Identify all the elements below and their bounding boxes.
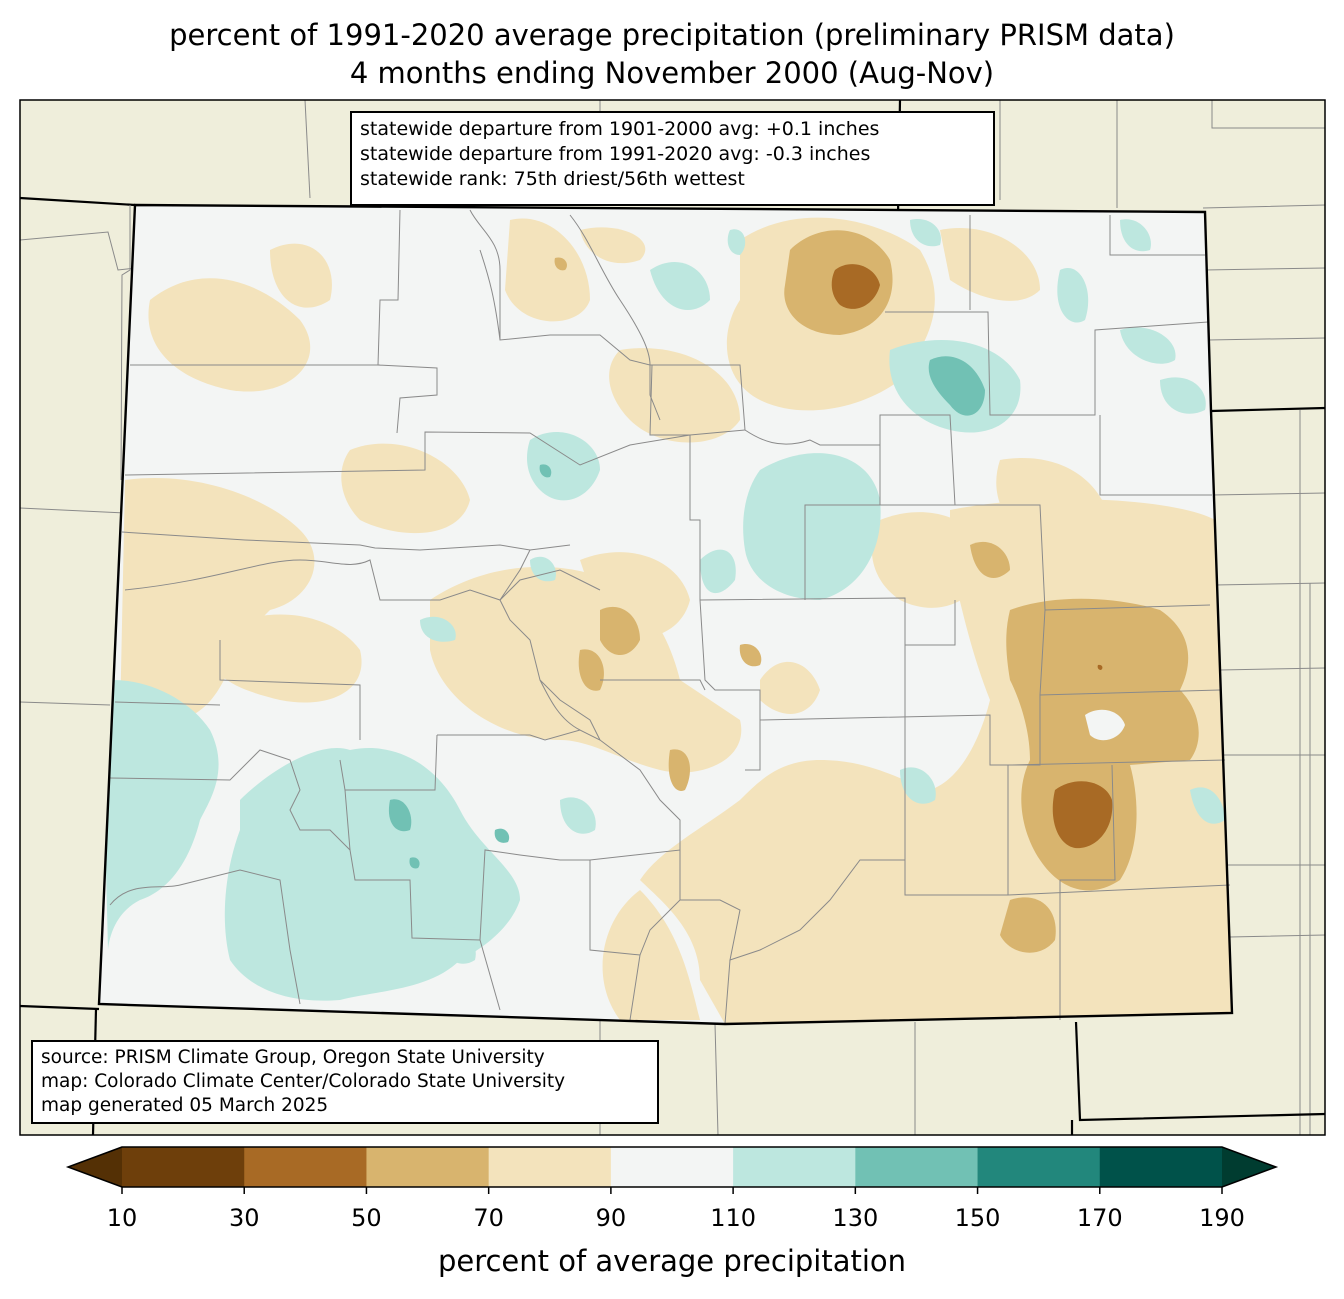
source-line: map: Colorado Climate Center/Colorado St…: [41, 1071, 566, 1092]
colorbar-over-arrow: [1222, 1147, 1276, 1187]
colorbar-segment: [977, 1147, 1101, 1187]
colorbar-segment: [733, 1147, 856, 1187]
contour-110-130: [106, 219, 1225, 1001]
colorbar: [65, 1146, 1279, 1194]
colorbar-tick-label: 50: [351, 1204, 382, 1232]
map-title-line1: percent of 1991-2020 average precipitati…: [169, 18, 1175, 52]
colorbar-tick-label: 150: [954, 1204, 1001, 1232]
stat-line: statewide departure from 1991-2020 avg: …: [360, 143, 871, 165]
source-credits-box: source: PRISM Climate Group, Oregon Stat…: [31, 1040, 659, 1124]
contour-30-50: [831, 264, 1113, 849]
source-line: map generated 05 March 2025: [41, 1095, 329, 1116]
map-area: [20, 100, 1325, 1135]
map-frame: [19, 99, 1326, 1136]
map-title-line2: 4 months ending November 2000 (Aug-Nov): [349, 56, 995, 90]
contour-hole: [1085, 709, 1125, 741]
colorbar-segment: [244, 1147, 367, 1187]
stat-line: statewide departure from 1901-2000 avg: …: [360, 118, 880, 140]
precipitation-contours: [106, 217, 1232, 1024]
state-borders: [97, 203, 1234, 1026]
colorbar-tick-label: 10: [106, 1204, 138, 1232]
colorbar-tick-label: 30: [228, 1204, 260, 1232]
colorbar-tick-label: 110: [710, 1204, 757, 1232]
colorbar-segment: [1099, 1147, 1223, 1187]
colorbar-segment: [122, 1147, 245, 1187]
colorbar-tick-label: 70: [473, 1204, 504, 1232]
colorbar-segment: [366, 1147, 490, 1187]
colorbar-tick-label: 130: [832, 1204, 879, 1232]
colorado-county-lines: [109, 205, 1231, 1025]
colorbar-tick-label: 90: [595, 1204, 627, 1232]
contour-130-150: [388, 356, 985, 869]
colorbar-under-arrow: [68, 1147, 122, 1187]
statewide-stats-box: statewide departure from 1901-2000 avg: …: [350, 111, 995, 206]
colorbar-segment: [610, 1147, 734, 1187]
colorbar-segment: [488, 1147, 612, 1187]
colorbar-label: percent of average precipitation: [437, 1244, 907, 1278]
source-line: source: PRISM Climate Group, Oregon Stat…: [41, 1047, 545, 1068]
colorbar-tick-label: 190: [1199, 1204, 1245, 1232]
colorbar-tick-label: 170: [1076, 1204, 1123, 1232]
colorbar-segment: [855, 1147, 979, 1187]
stat-line: statewide rank: 75th driest/56th wettest: [360, 168, 745, 190]
